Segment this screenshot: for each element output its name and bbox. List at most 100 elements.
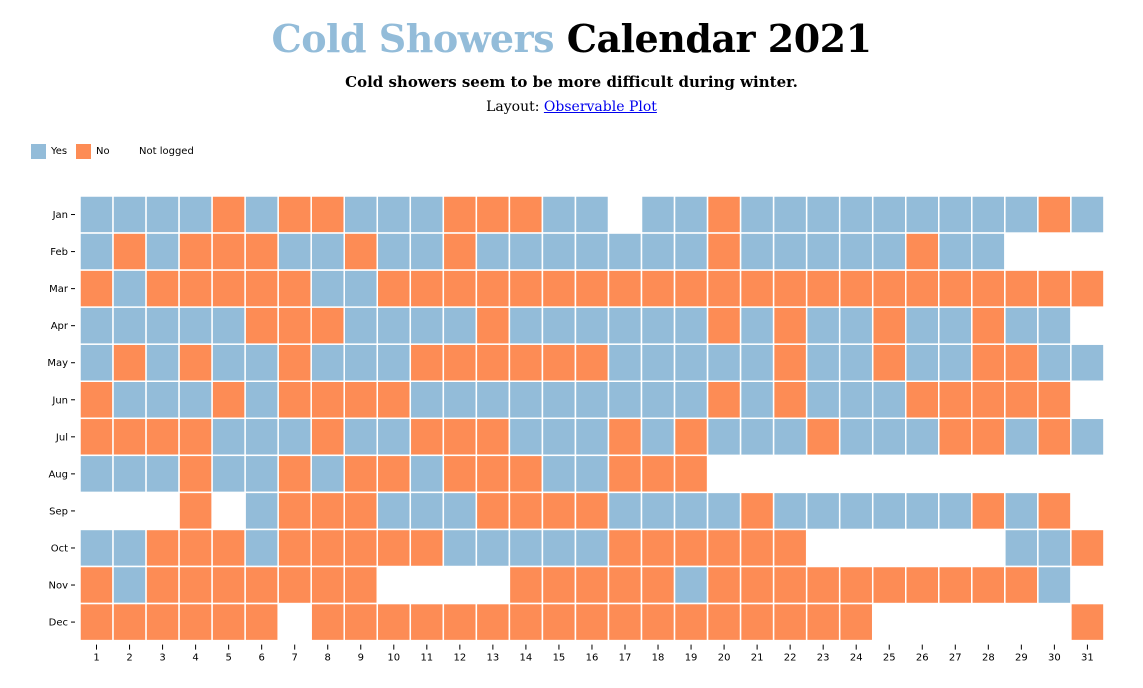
cell-may-12 (442, 343, 478, 383)
cell-sep-28 (971, 491, 1006, 531)
cell-may-26 (905, 343, 940, 383)
cell-jul-15 (541, 417, 577, 457)
cell-jan-1 (79, 195, 114, 234)
cell-dec-15 (541, 602, 577, 642)
cell-jan-31 (1070, 195, 1105, 234)
cell-sep-6 (244, 491, 279, 531)
cell-dec-19 (673, 602, 709, 642)
cell-sep-27 (938, 491, 973, 531)
cell-mar-17 (607, 269, 643, 308)
cell-may-1 (79, 343, 114, 383)
cell-mar-1 (79, 269, 114, 308)
title-rest: Calendar 2021 (566, 16, 872, 61)
cell-jul-23 (805, 417, 841, 457)
x-tick-label-10: 10 (387, 653, 400, 664)
cell-jun-15 (541, 380, 577, 420)
cell-oct-14 (508, 528, 544, 568)
cell-feb-28 (971, 232, 1006, 271)
cell-jan-3 (145, 195, 180, 234)
cell-jul-5 (211, 417, 246, 457)
legend-label-not-logged: Not logged (139, 146, 194, 157)
cell-feb-5 (211, 232, 246, 271)
cell-dec-3 (145, 602, 180, 642)
layout-prefix: Layout: (486, 99, 540, 115)
cell-may-20 (706, 343, 742, 383)
cell-apr-27 (938, 306, 973, 345)
cell-jul-30 (1037, 417, 1072, 457)
cell-aug-7 (277, 454, 312, 494)
cell-jun-1 (79, 380, 114, 420)
x-tick-label-26: 26 (916, 653, 929, 664)
legend-label-yes: Yes (51, 146, 68, 157)
cell-jul-2 (112, 417, 147, 457)
cell-apr-7 (277, 306, 312, 345)
x-tick-label-31: 31 (1081, 653, 1094, 664)
cell-oct-7 (277, 528, 312, 568)
cell-sep-19 (673, 491, 709, 531)
cell-aug-6 (244, 454, 279, 494)
x-tick-label-11: 11 (420, 653, 433, 664)
cell-mar-5 (211, 269, 246, 308)
cell-may-14 (508, 343, 544, 383)
cell-dec-9 (343, 602, 379, 642)
cell-oct-11 (409, 528, 445, 568)
cell-mar-25 (871, 269, 907, 308)
cell-jan-14 (508, 195, 544, 234)
cell-mar-31 (1070, 269, 1105, 308)
cell-jan-29 (1004, 195, 1039, 234)
cell-sep-29 (1004, 491, 1039, 531)
cell-apr-10 (376, 306, 412, 345)
cell-jun-2 (112, 380, 147, 420)
cell-dec-8 (310, 602, 345, 642)
x-tick-label-23: 23 (817, 653, 830, 664)
cell-feb-20 (706, 232, 742, 271)
cell-jul-14 (508, 417, 544, 457)
x-tick-label-8: 8 (325, 653, 331, 664)
cell-jul-16 (574, 417, 610, 457)
cell-nov-17 (607, 565, 643, 605)
x-tick-label-28: 28 (982, 653, 995, 664)
cell-nov-29 (1004, 565, 1039, 605)
cell-jul-10 (376, 417, 412, 457)
cell-jun-13 (475, 380, 511, 420)
cell-jan-15 (541, 195, 577, 234)
cell-feb-13 (475, 232, 511, 271)
cell-apr-9 (343, 306, 379, 345)
chart-subtitle: Cold showers seem to be more difficult d… (345, 73, 798, 91)
cell-nov-18 (640, 565, 676, 605)
y-tick-label-feb: Feb (50, 247, 68, 258)
cell-feb-14 (508, 232, 544, 271)
cell-jan-24 (838, 195, 874, 234)
cell-feb-25 (871, 232, 907, 271)
cell-may-11 (409, 343, 445, 383)
title-accent: Cold Showers (271, 16, 554, 61)
cell-dec-20 (706, 602, 742, 642)
cell-nov-6 (244, 565, 279, 605)
cell-nov-30 (1037, 565, 1072, 605)
layout-line: Layout: Observable Plot (0, 99, 1143, 115)
cell-mar-11 (409, 269, 445, 308)
cell-may-2 (112, 343, 147, 383)
cell-jul-29 (1004, 417, 1039, 457)
cell-may-21 (739, 343, 775, 383)
cell-may-24 (838, 343, 874, 383)
cell-nov-27 (938, 565, 973, 605)
observable-plot-link[interactable]: Observable Plot (543, 99, 657, 115)
cell-nov-26 (905, 565, 940, 605)
cell-oct-20 (706, 528, 742, 568)
x-tick-label-19: 19 (685, 653, 698, 664)
cell-apr-18 (640, 306, 676, 345)
cell-sep-26 (905, 491, 940, 531)
y-tick-label-jul: Jul (55, 432, 68, 443)
cell-oct-30 (1037, 528, 1072, 568)
x-tick-label-12: 12 (453, 653, 466, 664)
cell-nov-22 (772, 565, 808, 605)
cell-nov-4 (178, 565, 213, 605)
cell-aug-11 (409, 454, 445, 494)
cell-oct-1 (79, 528, 114, 568)
x-tick-label-14: 14 (520, 653, 533, 664)
x-tick-label-3: 3 (159, 653, 165, 664)
cell-jan-2 (112, 195, 147, 234)
cell-dec-18 (640, 602, 676, 642)
